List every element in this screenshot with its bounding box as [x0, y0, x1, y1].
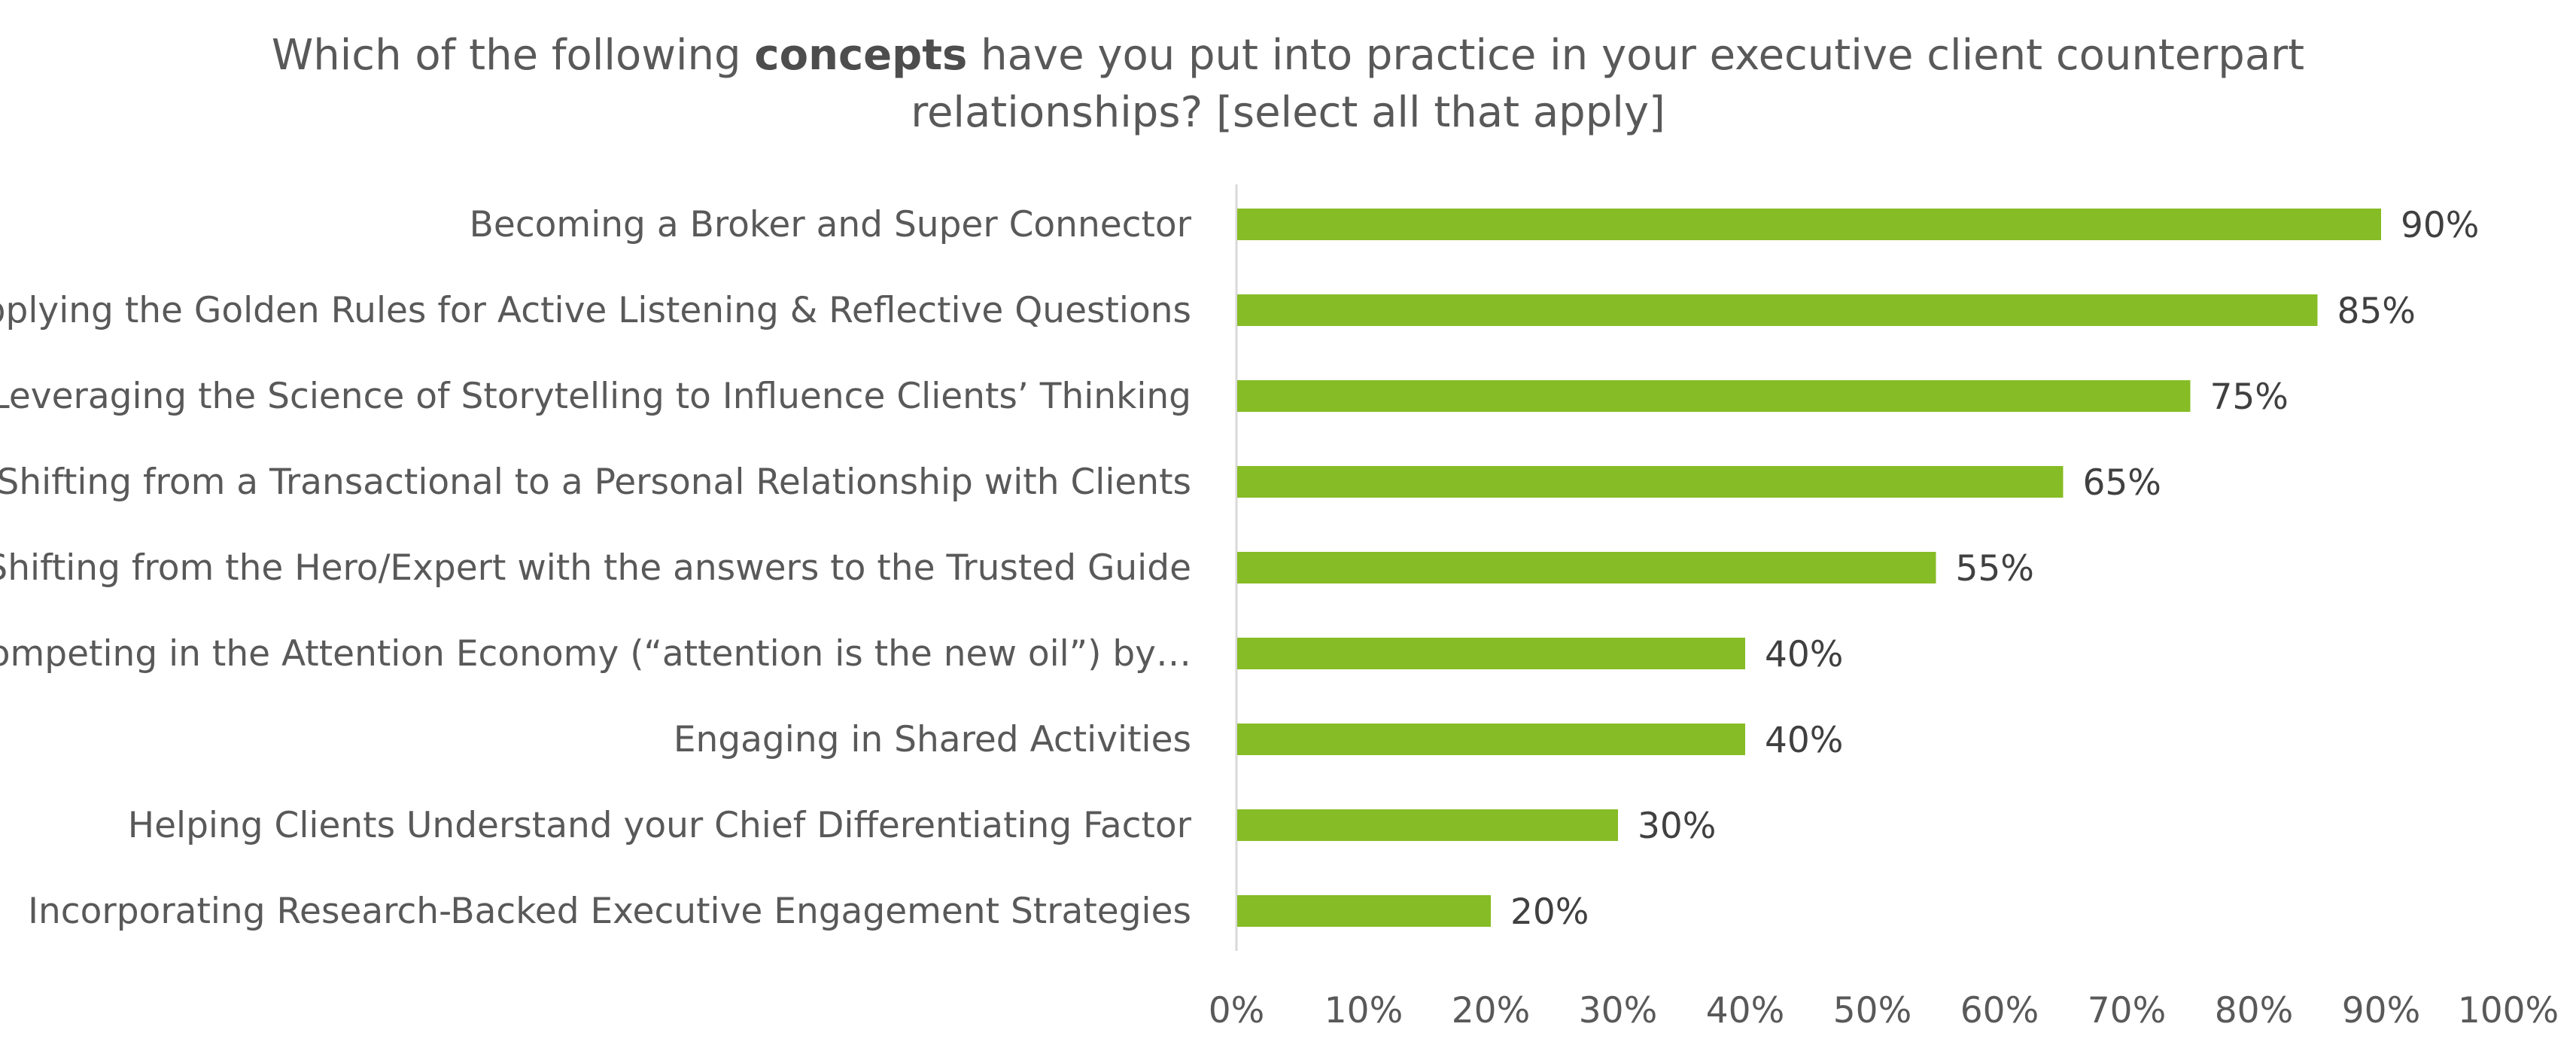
data-label: 40% — [1765, 720, 1843, 761]
data-label: 75% — [2210, 376, 2289, 418]
x-tick-label: 10% — [1324, 990, 1403, 1031]
bar — [1237, 466, 2064, 498]
bar — [1237, 209, 2381, 240]
x-tick-label: 60% — [1960, 990, 2039, 1031]
chart-title-line1: Which of the following concepts have you… — [271, 31, 2305, 80]
bar — [1237, 294, 2318, 326]
category-label: Helping Clients Understand your Chief Di… — [128, 805, 1192, 846]
data-label: 20% — [1510, 891, 1589, 933]
data-label: 40% — [1765, 634, 1843, 675]
x-tick-label: 30% — [1579, 990, 1657, 1031]
x-tick-label: 20% — [1452, 990, 1530, 1031]
data-label: 30% — [1638, 806, 1716, 847]
chart-title-bold: concepts — [754, 31, 968, 80]
bar — [1237, 724, 1745, 755]
chart-title-line2: relationships? [select all that apply] — [911, 88, 1665, 137]
x-tick-label: 90% — [2342, 990, 2420, 1031]
bar — [1237, 895, 1491, 927]
data-label: 85% — [2337, 291, 2416, 332]
category-label: Incorporating Research-Backed Executive … — [28, 891, 1191, 932]
category-label: Engaging in Shared Activities — [674, 719, 1191, 760]
x-tick-label: 70% — [2088, 990, 2166, 1031]
category-label: Leveraging the Science of Storytelling t… — [0, 376, 1191, 417]
bar — [1237, 380, 2191, 412]
data-label: 55% — [1956, 548, 2034, 590]
category-label: Shifting from the Hero/Expert with the a… — [0, 547, 1191, 589]
x-tick-label: 80% — [2215, 990, 2293, 1031]
data-label: 90% — [2401, 205, 2479, 246]
chart-title: Which of the following concepts have you… — [0, 27, 2576, 142]
bar — [1237, 809, 1618, 841]
category-label: Becoming a Broker and Super Connector — [470, 204, 1192, 245]
x-tick-label: 0% — [1209, 990, 1265, 1031]
category-label: Applying the Golden Rules for Active Lis… — [0, 290, 1191, 331]
x-tick-label: 40% — [1706, 990, 1784, 1031]
category-label: Shifting from a Transactional to a Perso… — [0, 462, 1191, 503]
bar — [1237, 552, 1936, 583]
bar — [1237, 638, 1745, 669]
x-tick-label: 100% — [2458, 990, 2559, 1031]
category-label: Competing in the Attention Economy (“att… — [0, 633, 1191, 675]
x-tick-label: 50% — [1833, 990, 1911, 1031]
data-label: 65% — [2083, 462, 2161, 504]
